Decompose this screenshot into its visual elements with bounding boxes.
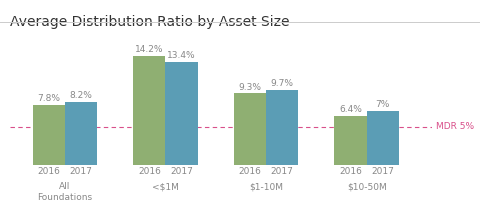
Text: Average Distribution Ratio by Asset Size: Average Distribution Ratio by Asset Size [10, 15, 289, 29]
Text: 8.2%: 8.2% [70, 91, 93, 100]
Bar [234, 93, 266, 165]
Text: All
Foundations: All Foundations [37, 183, 93, 202]
Text: 9.3%: 9.3% [239, 82, 262, 92]
Bar [33, 105, 65, 165]
Text: $1-10M: $1-10M [249, 183, 283, 191]
Bar [266, 90, 298, 165]
Text: 14.2%: 14.2% [135, 45, 164, 54]
Text: 7%: 7% [375, 100, 390, 109]
Text: 13.4%: 13.4% [167, 51, 196, 60]
Bar [133, 56, 166, 165]
Bar [65, 102, 97, 165]
Bar [166, 62, 198, 165]
Text: 6.4%: 6.4% [339, 105, 362, 114]
Text: 9.7%: 9.7% [271, 80, 294, 88]
Bar [335, 116, 367, 165]
Text: <$1M: <$1M [152, 183, 179, 191]
Text: MDR 5%: MDR 5% [436, 122, 474, 131]
Bar [367, 111, 399, 165]
Text: $10-50M: $10-50M [347, 183, 386, 191]
Text: 7.8%: 7.8% [37, 94, 60, 103]
